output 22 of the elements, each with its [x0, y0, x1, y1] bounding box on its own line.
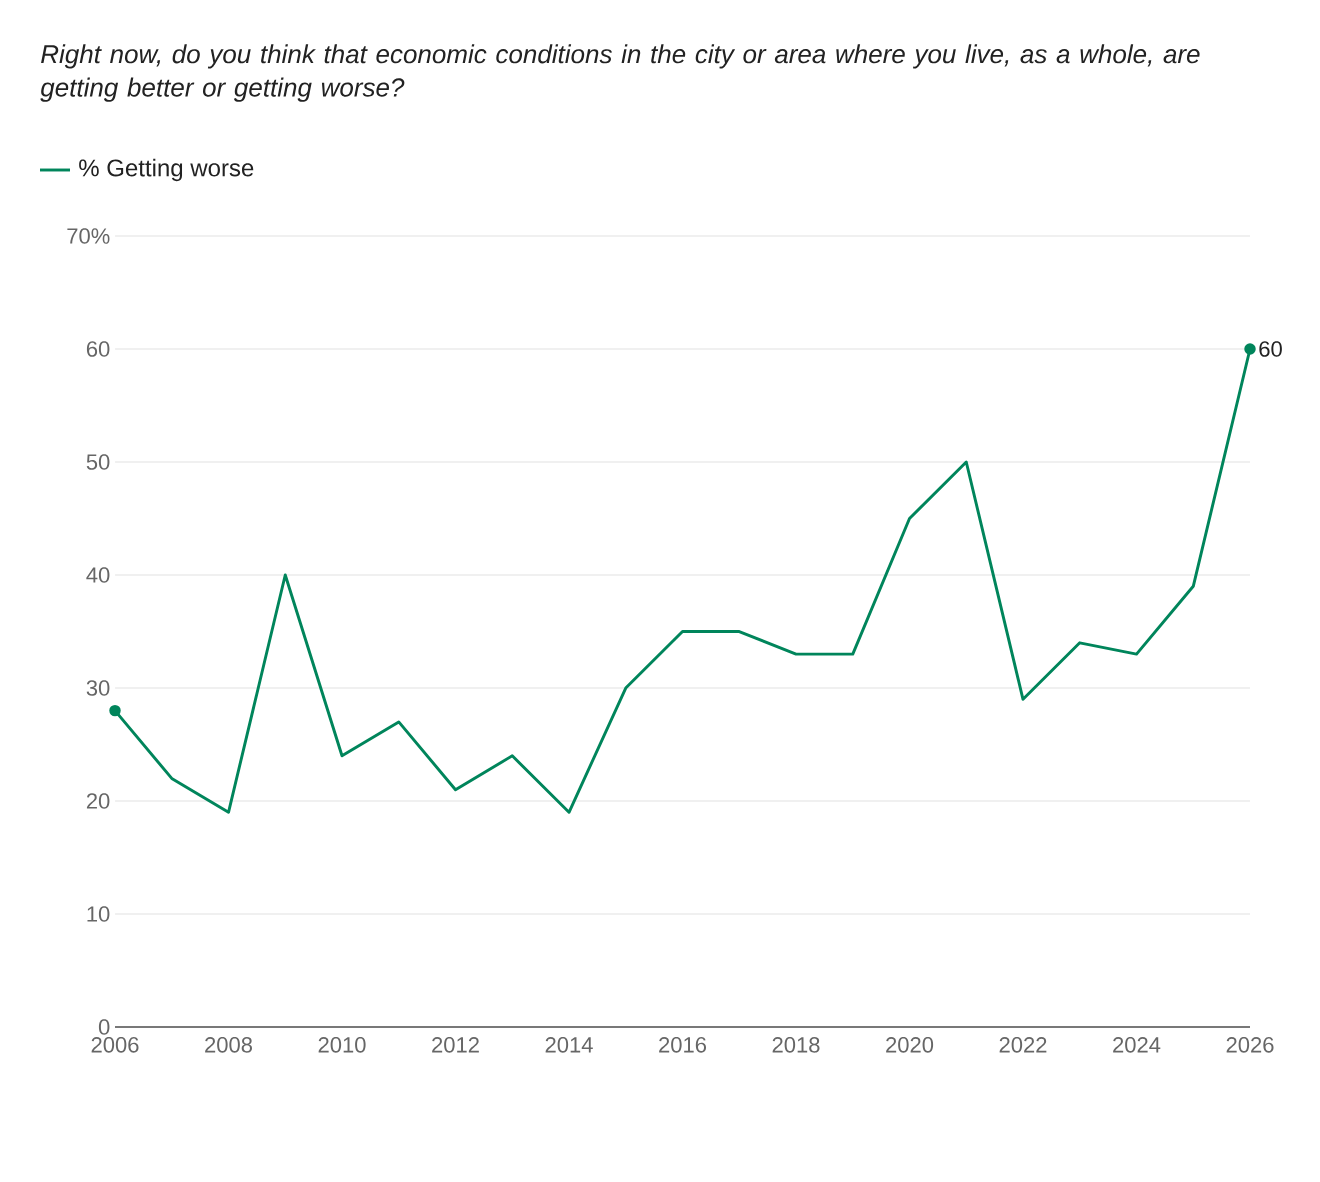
y-tick-label: 60 [86, 341, 110, 357]
x-tick-label: 2026 [1226, 1037, 1274, 1053]
y-tick-label: 70% [67, 228, 110, 244]
legend-label: % Getting worse [79, 158, 254, 182]
x-tick-label: 2020 [886, 1037, 934, 1053]
x-tick-label: 2008 [205, 1037, 252, 1053]
x-tick-label: 2018 [772, 1037, 820, 1053]
y-tick-label: 40 [86, 567, 110, 583]
x-tick-label: 2014 [545, 1037, 593, 1053]
x-tick-label: 2024 [1113, 1037, 1161, 1053]
chart-title: Right now, do you think that economic conditions in the city or area where you live, as a whole, are getting better or getting worse? [40, 44, 1200, 102]
x-tick-label: 2016 [659, 1037, 706, 1053]
y-tick-label: 10 [87, 906, 110, 922]
annotation: 60 [1259, 341, 1282, 357]
y-tick-label: 0 [98, 1019, 110, 1035]
y-tick-label: 20 [86, 793, 110, 809]
y-tick-label: 50 [86, 454, 110, 470]
x-tick-label: 2022 [999, 1037, 1047, 1053]
x-tick-label: 2010 [318, 1037, 366, 1053]
x-tick-label: 2006 [91, 1037, 139, 1053]
x-tick-label: 2012 [432, 1037, 479, 1053]
y-tick-label: 30 [86, 680, 110, 696]
